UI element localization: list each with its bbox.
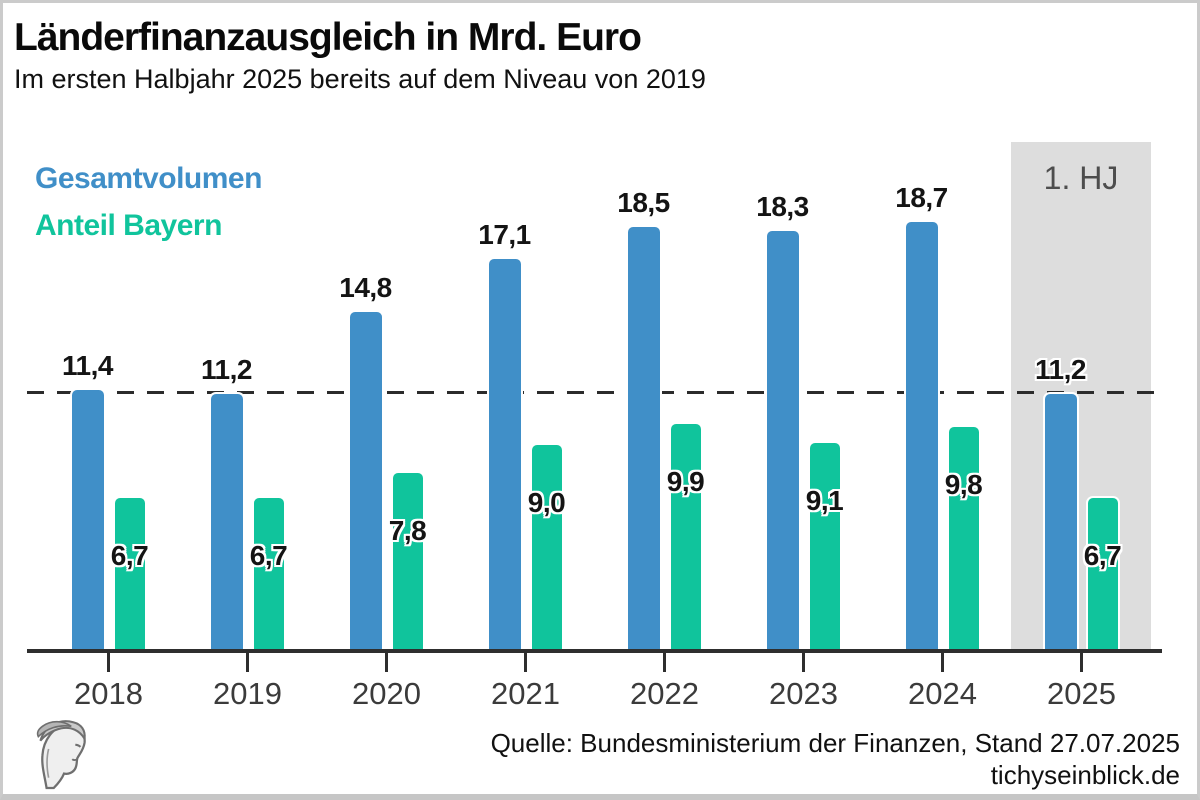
value-label-anteil-bayern-2019: 6,7 [249, 539, 288, 571]
bar-anteil-bayern-2020 [392, 472, 423, 652]
value-label-anteil-bayern-2023: 9,1 [805, 484, 844, 516]
value-label-anteil-bayern-2020: 7,8 [388, 514, 427, 546]
bar-gesamtvolumen-2019 [210, 394, 243, 652]
bar-gesamtvolumen-2021 [488, 258, 521, 652]
bar-anteil-bayern-2025 [1087, 497, 1118, 652]
source-text: Quelle: Bundesministerium der Finanzen, … [490, 728, 1180, 758]
x-axis-line [27, 649, 1162, 653]
value-label-gesamtvolumen-2024: 18,7 [895, 181, 948, 213]
chart-subtitle: Im ersten Halbjahr 2025 bereits auf dem … [14, 64, 706, 94]
x-axis-label-2020: 2020 [352, 676, 421, 711]
bar-gesamtvolumen-2022 [627, 226, 660, 652]
x-axis-tick-2020 [385, 652, 388, 672]
bar-gesamtvolumen-2024 [905, 221, 938, 652]
website-text: tichyseinblick.de [990, 760, 1180, 790]
x-axis-label-2022: 2022 [630, 676, 699, 711]
bar-anteil-bayern-2018 [114, 497, 145, 652]
value-label-anteil-bayern-2025: 6,7 [1083, 539, 1122, 571]
x-axis-tick-2024 [941, 652, 944, 672]
x-axis-tick-2025 [1080, 652, 1083, 672]
bar-gesamtvolumen-2020 [349, 311, 382, 652]
x-axis-tick-2019 [246, 652, 249, 672]
bar-gesamtvolumen-2025 [1044, 394, 1077, 652]
bar-anteil-bayern-2024 [948, 426, 979, 652]
value-label-anteil-bayern-2018: 6,7 [110, 539, 149, 571]
chart-title: Länderfinanzausgleich in Mrd. Euro [14, 16, 642, 59]
x-axis-tick-2021 [524, 652, 527, 672]
x-axis-label-2021: 2021 [491, 676, 560, 711]
x-axis-label-2019: 2019 [213, 676, 282, 711]
halfyear-highlight-panel [1011, 142, 1151, 649]
bar-anteil-bayern-2019 [253, 497, 284, 652]
reference-dashed-line [27, 391, 1162, 394]
bar-anteil-bayern-2023 [809, 442, 840, 652]
value-label-gesamtvolumen-2019: 11,2 [201, 354, 252, 386]
bar-gesamtvolumen-2023 [766, 231, 799, 652]
value-label-gesamtvolumen-2018: 11,4 [62, 349, 113, 381]
tichyseinblick-logo [36, 720, 86, 790]
x-axis-label-2023: 2023 [769, 676, 838, 711]
footer-source-block: Quelle: Bundesministerium der Finanzen, … [491, 727, 1180, 791]
x-axis-tick-2022 [663, 652, 666, 672]
x-axis-label-2025: 2025 [1047, 676, 1116, 711]
x-axis-label-2024: 2024 [908, 676, 977, 711]
bar-anteil-bayern-2021 [531, 445, 562, 652]
bar-gesamtvolumen-2018 [71, 389, 104, 652]
value-label-gesamtvolumen-2023: 18,3 [756, 191, 809, 223]
value-label-anteil-bayern-2022: 9,9 [666, 466, 705, 498]
x-axis-tick-2018 [107, 652, 110, 672]
value-label-gesamtvolumen-2021: 17,1 [478, 218, 531, 250]
value-label-anteil-bayern-2024: 9,8 [944, 468, 983, 500]
value-label-gesamtvolumen-2020: 14,8 [339, 271, 392, 303]
legend-item-gesamtvolumen: Gesamtvolumen [35, 162, 262, 195]
bar-anteil-bayern-2022 [670, 424, 701, 652]
legend-item-anteil-bayern: Anteil Bayern [35, 209, 222, 242]
value-label-gesamtvolumen-2025: 11,2 [1035, 354, 1086, 386]
value-label-gesamtvolumen-2022: 18,5 [617, 186, 670, 218]
value-label-anteil-bayern-2021: 9,0 [527, 487, 566, 518]
x-axis-tick-2023 [802, 652, 805, 672]
halfyear-panel-label: 1. HJ [1043, 160, 1119, 196]
x-axis-label-2018: 2018 [74, 676, 143, 711]
